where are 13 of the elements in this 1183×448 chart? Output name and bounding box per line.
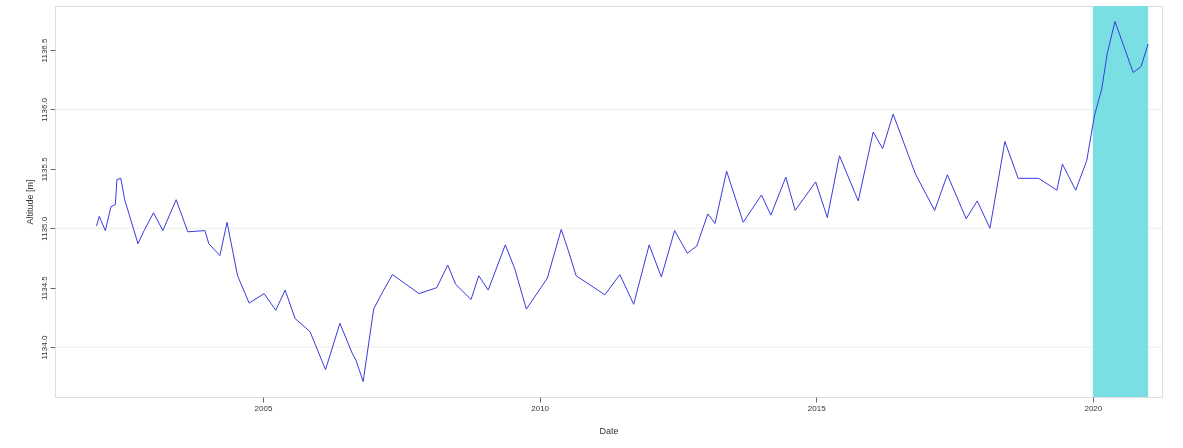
y-tick-label: 1136.0 [39, 97, 49, 122]
y-tick-label: 1136.5 [39, 37, 49, 63]
y-axis-title: Altitude [m] [24, 179, 35, 225]
x-tick-label: 2005 [254, 403, 273, 413]
y-tick-label: 1134.5 [39, 275, 49, 301]
x-axis-title: Date [599, 425, 619, 436]
x-tick-label: 2015 [807, 403, 827, 413]
y-tick-label: 1134.0 [39, 335, 49, 360]
line-series [95, 20, 1149, 383]
y-tick-label: 1135.0 [39, 216, 49, 241]
y-tick-label: 1135.5 [39, 156, 49, 182]
x-tick-label: 2010 [531, 403, 550, 413]
x-tick-label: 2020 [1084, 403, 1103, 413]
